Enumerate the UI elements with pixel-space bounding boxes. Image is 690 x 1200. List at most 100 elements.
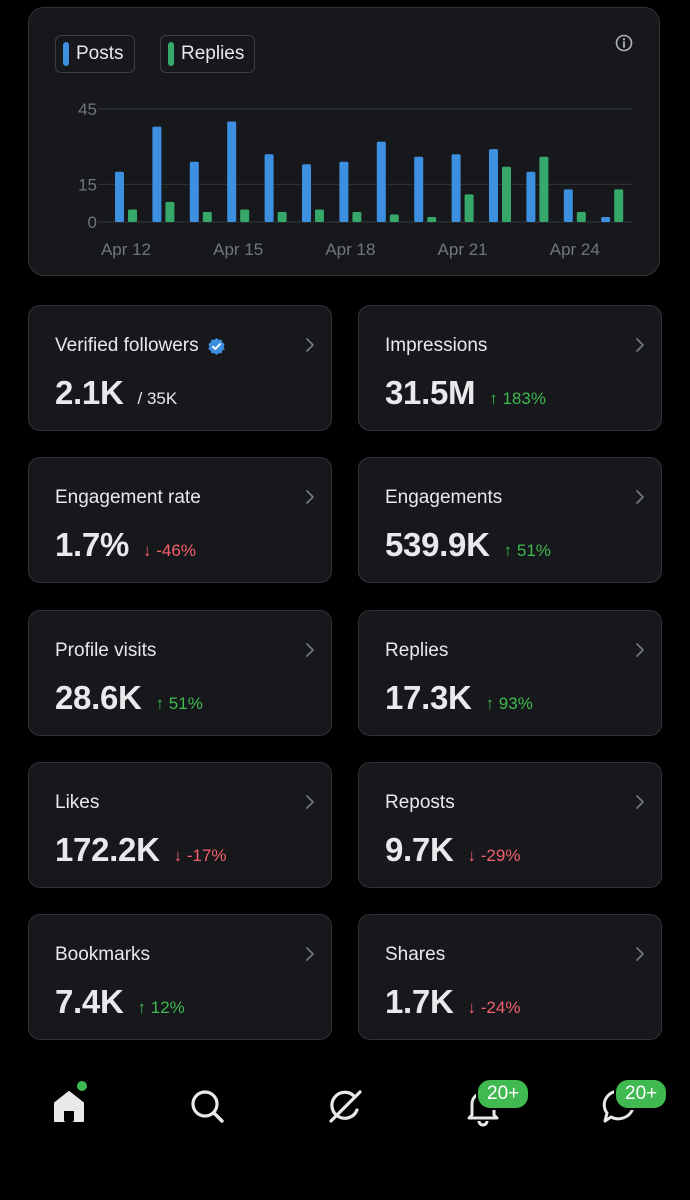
stat-change: ↑ 51% [504, 541, 551, 561]
stat-change: ↓ -24% [468, 998, 521, 1018]
stat-label-text: Likes [55, 792, 100, 813]
bar-replies-apr-13[interactable] [165, 201, 175, 222]
stat-card-engagement-rate[interactable]: Engagement rate 1.7% ↓ -46% [28, 457, 332, 583]
bar-replies-apr-17[interactable] [315, 209, 324, 222]
bar-replies-apr-21[interactable] [464, 194, 474, 222]
stat-total: / 35K [137, 389, 178, 408]
stat-label: Likes [55, 792, 99, 814]
bar-posts-apr-23[interactable] [526, 171, 536, 222]
legend-replies-chip[interactable]: Replies [160, 35, 256, 73]
stat-label: Engagements [385, 487, 502, 509]
trend-down-arrow-icon: ↓ [467, 998, 477, 1017]
stat-card-replies[interactable]: Replies 17.3K ↑ 93% [358, 610, 662, 736]
stat-change-value: -29% [480, 846, 521, 865]
bar-posts-apr-15[interactable] [227, 121, 237, 222]
stat-card-verified-followers[interactable]: Verified followers 2.1K / 35K [28, 305, 332, 431]
bar-replies-apr-15[interactable] [240, 209, 250, 222]
stat-label: Reposts [385, 792, 455, 814]
stat-value-row: 1.7% ↓ -46% [55, 526, 196, 564]
stat-value-row: 1.7K ↓ -24% [385, 983, 520, 1021]
stat-value-row: 2.1K / 35K [55, 374, 177, 412]
bar-replies-apr-20[interactable] [427, 216, 437, 222]
bar-replies-apr-16[interactable] [277, 211, 287, 222]
stat-card-reposts[interactable]: Reposts 9.7K ↓ -29% [358, 762, 662, 888]
stat-value: 539.9K [385, 526, 490, 563]
stat-value-row: 9.7K ↓ -29% [385, 831, 520, 869]
stat-card-profile-visits[interactable]: Profile visits 28.6K ↑ 51% [28, 610, 332, 736]
stat-change: ↓ -46% [143, 541, 196, 561]
stat-label: Engagement rate [55, 487, 201, 509]
stat-value-row: 539.9K ↑ 51% [385, 526, 551, 564]
bar-replies-apr-18[interactable] [352, 211, 362, 222]
bar-replies-apr-25[interactable] [614, 189, 624, 222]
legend-posts-chip[interactable]: Posts [55, 35, 135, 73]
stat-value: 28.6K [55, 679, 142, 716]
bar-replies-apr-14[interactable] [202, 211, 212, 222]
bar-posts-apr-16[interactable] [264, 154, 274, 222]
stat-label: Verified followers [55, 335, 226, 357]
bar-posts-apr-22[interactable] [489, 149, 498, 222]
stat-label-text: Verified followers [55, 335, 199, 356]
x-tick-label: Apr 21 [438, 240, 488, 259]
stat-value: 172.2K [55, 831, 160, 868]
stat-card-bookmarks[interactable]: Bookmarks 7.4K ↑ 12% [28, 914, 332, 1040]
chevron-right-icon [306, 795, 314, 809]
bar-replies-apr-12[interactable] [128, 209, 137, 222]
bar-replies-apr-23[interactable] [539, 156, 549, 222]
home-icon[interactable] [47, 1084, 91, 1128]
stat-change-value: 93% [498, 694, 533, 713]
bar-posts-apr-14[interactable] [189, 161, 199, 222]
bar-posts-apr-12[interactable] [115, 171, 124, 222]
trend-up-arrow-icon: ↑ [503, 541, 513, 560]
stat-card-shares[interactable]: Shares 1.7K ↓ -24% [358, 914, 662, 1040]
bar-posts-apr-18[interactable] [339, 161, 349, 222]
bar-posts-apr-21[interactable] [451, 154, 461, 222]
info-icon[interactable] [615, 34, 633, 52]
stat-value: 9.7K [385, 831, 454, 868]
chevron-right-icon [306, 643, 314, 657]
grok-icon[interactable] [323, 1084, 367, 1128]
bar-posts-apr-20[interactable] [414, 156, 424, 222]
stat-card-likes[interactable]: Likes 172.2K ↓ -17% [28, 762, 332, 888]
stat-label-text: Profile visits [55, 640, 157, 661]
stat-card-engagements[interactable]: Engagements 539.9K ↑ 51% [358, 457, 662, 583]
messages-badge: 20+ [614, 1078, 669, 1110]
stat-change-value: 12% [150, 998, 185, 1017]
bar-posts-apr-19[interactable] [376, 141, 386, 222]
bar-replies-apr-19[interactable] [389, 214, 399, 222]
x-tick-label: Apr 15 [213, 240, 263, 259]
home-unread-dot [77, 1081, 87, 1091]
verified-badge-icon [207, 337, 225, 355]
stat-value-row: 172.2K ↓ -17% [55, 831, 227, 869]
x-tick-label: Apr 12 [101, 240, 151, 259]
stat-value-row: 7.4K ↑ 12% [55, 983, 185, 1021]
stat-value-row: 31.5M ↑ 183% [385, 374, 546, 412]
stat-change: ↑ 93% [486, 694, 533, 714]
bar-replies-apr-24[interactable] [576, 211, 586, 222]
chevron-right-icon [636, 947, 644, 961]
stat-card-impressions[interactable]: Impressions 31.5M ↑ 183% [358, 305, 662, 431]
chevron-right-icon [636, 643, 644, 657]
stat-label: Shares [385, 944, 445, 966]
y-tick-label: 0 [88, 213, 97, 232]
bar-posts-apr-13[interactable] [152, 126, 162, 222]
bar-chart: 0 15 45 Apr 12 Apr 15 Apr 18 Apr 21 Apr 24 [78, 100, 633, 259]
posts-replies-chart-card: Posts Replies 0 15 45 Apr 12 Apr 15 Apr 18 Apr… [28, 7, 660, 276]
x-tick-label: Apr 18 [325, 240, 375, 259]
stat-value: 1.7K [385, 983, 454, 1020]
bar-posts-apr-17[interactable] [302, 164, 311, 222]
stat-label: Replies [385, 640, 448, 662]
stat-change: ↓ -29% [468, 846, 521, 866]
bar-posts-apr-24[interactable] [563, 189, 573, 222]
stat-change-value: 51% [516, 541, 551, 560]
bar-posts-apr-25[interactable] [601, 216, 611, 222]
stat-label-text: Shares [385, 944, 446, 965]
legend-replies-swatch [168, 42, 174, 66]
stat-label: Profile visits [55, 640, 156, 662]
stat-change-value: -46% [156, 541, 196, 560]
notifications-badge: 20+ [476, 1078, 531, 1110]
stat-label-text: Engagement rate [55, 487, 201, 508]
search-icon[interactable] [185, 1084, 229, 1128]
bar-replies-apr-22[interactable] [502, 166, 511, 222]
trend-up-arrow-icon: ↑ [485, 694, 495, 713]
